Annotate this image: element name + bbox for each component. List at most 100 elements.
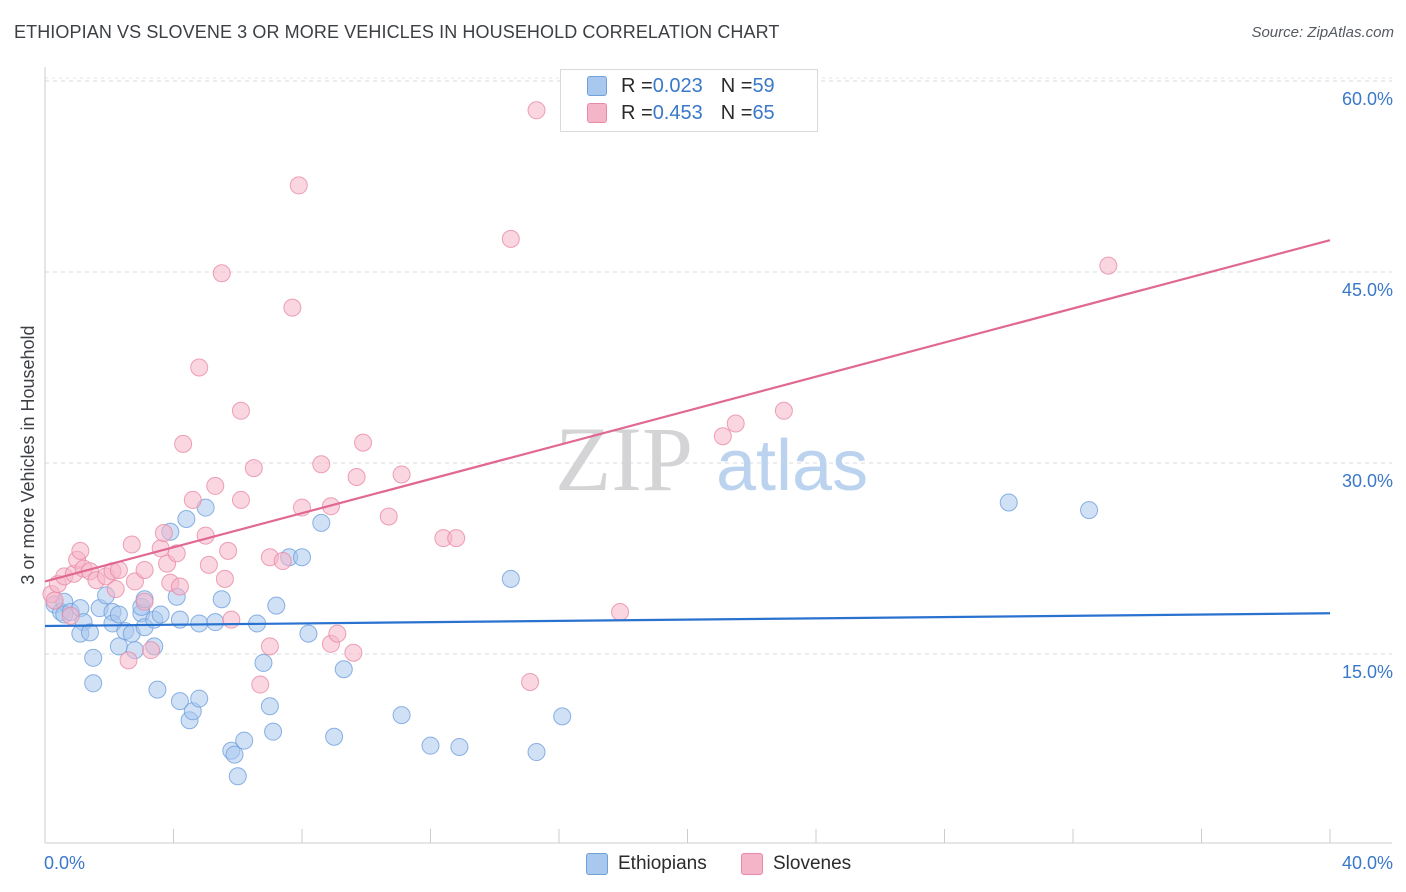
data-point: [267, 596, 286, 615]
legend-label-ethiopians: Ethiopians: [618, 853, 707, 874]
data-point: [328, 624, 347, 643]
data-point: [254, 653, 273, 672]
tick-labels: 15.0% 30.0% 45.0% 60.0% 0.0% 40.0%: [44, 89, 1393, 873]
trend-line-ethiopians: [44, 612, 1331, 628]
data-point: [106, 580, 125, 599]
data-point: [325, 727, 344, 746]
data-point: [450, 737, 469, 756]
data-point: [135, 560, 154, 579]
source-label: Source: ZipAtlas.com: [1251, 24, 1394, 41]
data-point: [215, 569, 234, 588]
data-point: [392, 465, 411, 484]
data-point: [447, 529, 466, 548]
watermark-atlas: atlas: [716, 426, 868, 506]
data-point: [142, 641, 161, 660]
data-point: [421, 736, 440, 755]
data-point: [527, 743, 546, 762]
data-point: [190, 358, 209, 377]
legend-r-label: R =: [621, 101, 653, 124]
y-tick-label: 30.0%: [1342, 471, 1393, 491]
data-point: [344, 643, 363, 662]
data-point: [231, 401, 250, 420]
legend-swatch-ethiopians: [586, 853, 608, 875]
data-point: [312, 513, 331, 532]
legend-n-label: N =: [720, 74, 753, 97]
data-point: [190, 689, 209, 708]
data-point: [148, 680, 167, 699]
data-point: [119, 651, 138, 670]
legend-item-ethiopians: Ethiopians: [586, 851, 707, 877]
data-point: [354, 433, 373, 452]
data-point: [231, 490, 250, 509]
data-point: [392, 706, 411, 725]
data-point: [521, 673, 540, 692]
legend-n-label: N =: [720, 101, 753, 124]
data-point: [71, 541, 90, 560]
data-point: [206, 613, 225, 632]
legend-r-value: 0.023: [652, 74, 703, 97]
data-point: [61, 606, 80, 625]
data-point: [212, 590, 231, 609]
gridlines: [45, 77, 1392, 655]
data-point: [225, 745, 244, 764]
data-point: [154, 524, 173, 543]
legend-swatch-ethiopians: [587, 76, 607, 96]
data-point: [206, 476, 225, 495]
data-point: [196, 526, 215, 545]
legend-r-label: R =: [621, 74, 653, 97]
data-point: [312, 455, 331, 474]
data-point: [174, 434, 193, 453]
data-point: [299, 624, 318, 643]
data-point: [283, 298, 302, 317]
data-point: [251, 675, 270, 694]
data-point: [713, 427, 732, 446]
data-point: [501, 569, 520, 588]
data-point: [170, 577, 189, 596]
data-point: [293, 548, 311, 567]
data-point: [151, 605, 170, 624]
y-tick-label: 45.0%: [1342, 280, 1393, 300]
data-point: [122, 535, 141, 554]
data-point: [199, 555, 218, 574]
data-point: [167, 544, 186, 563]
trend-lines: [44, 239, 1331, 628]
data-point: [177, 510, 196, 529]
data-point: [219, 541, 238, 560]
data-point: [235, 731, 254, 750]
legend-r-value: 0.453: [652, 101, 703, 124]
watermark-zip: ZIP: [555, 408, 693, 510]
data-point: [774, 401, 793, 420]
x-tick-label-max: 40.0%: [1342, 853, 1393, 873]
data-point: [264, 722, 283, 741]
data-point: [109, 605, 128, 624]
data-point: [212, 264, 231, 283]
data-point: [501, 229, 520, 248]
legend-n-value: 59: [752, 74, 775, 97]
data-point: [183, 490, 202, 509]
data-point: [553, 707, 572, 726]
y-axis-label: 3 or more Vehicles in Household: [18, 325, 38, 584]
axes: [44, 67, 1392, 844]
series-ethiopians: [45, 493, 1099, 786]
stats-legend: R = 0.023 N = 59 R = 0.453 N = 65: [560, 69, 818, 132]
data-point: [244, 459, 263, 478]
data-point: [1080, 501, 1099, 520]
y-tick-label: 15.0%: [1342, 662, 1393, 682]
data-point: [347, 468, 366, 487]
data-point: [228, 767, 247, 786]
data-point: [45, 591, 64, 610]
x-tick-label-min: 0.0%: [44, 853, 85, 873]
data-point: [611, 602, 630, 621]
data-point: [260, 637, 279, 656]
data-point: [170, 692, 189, 711]
data-point: [84, 648, 103, 667]
chart-title: ETHIOPIAN VS SLOVENE 3 OR MORE VEHICLES …: [14, 22, 780, 42]
data-point: [289, 176, 308, 195]
data-point: [527, 101, 546, 120]
legend-item-slovenes: Slovenes: [741, 851, 851, 877]
legend-swatch-slovenes: [741, 853, 763, 875]
series-slovenes: [42, 101, 1118, 694]
legend-label-slovenes: Slovenes: [773, 853, 852, 874]
data-point: [1099, 256, 1118, 275]
